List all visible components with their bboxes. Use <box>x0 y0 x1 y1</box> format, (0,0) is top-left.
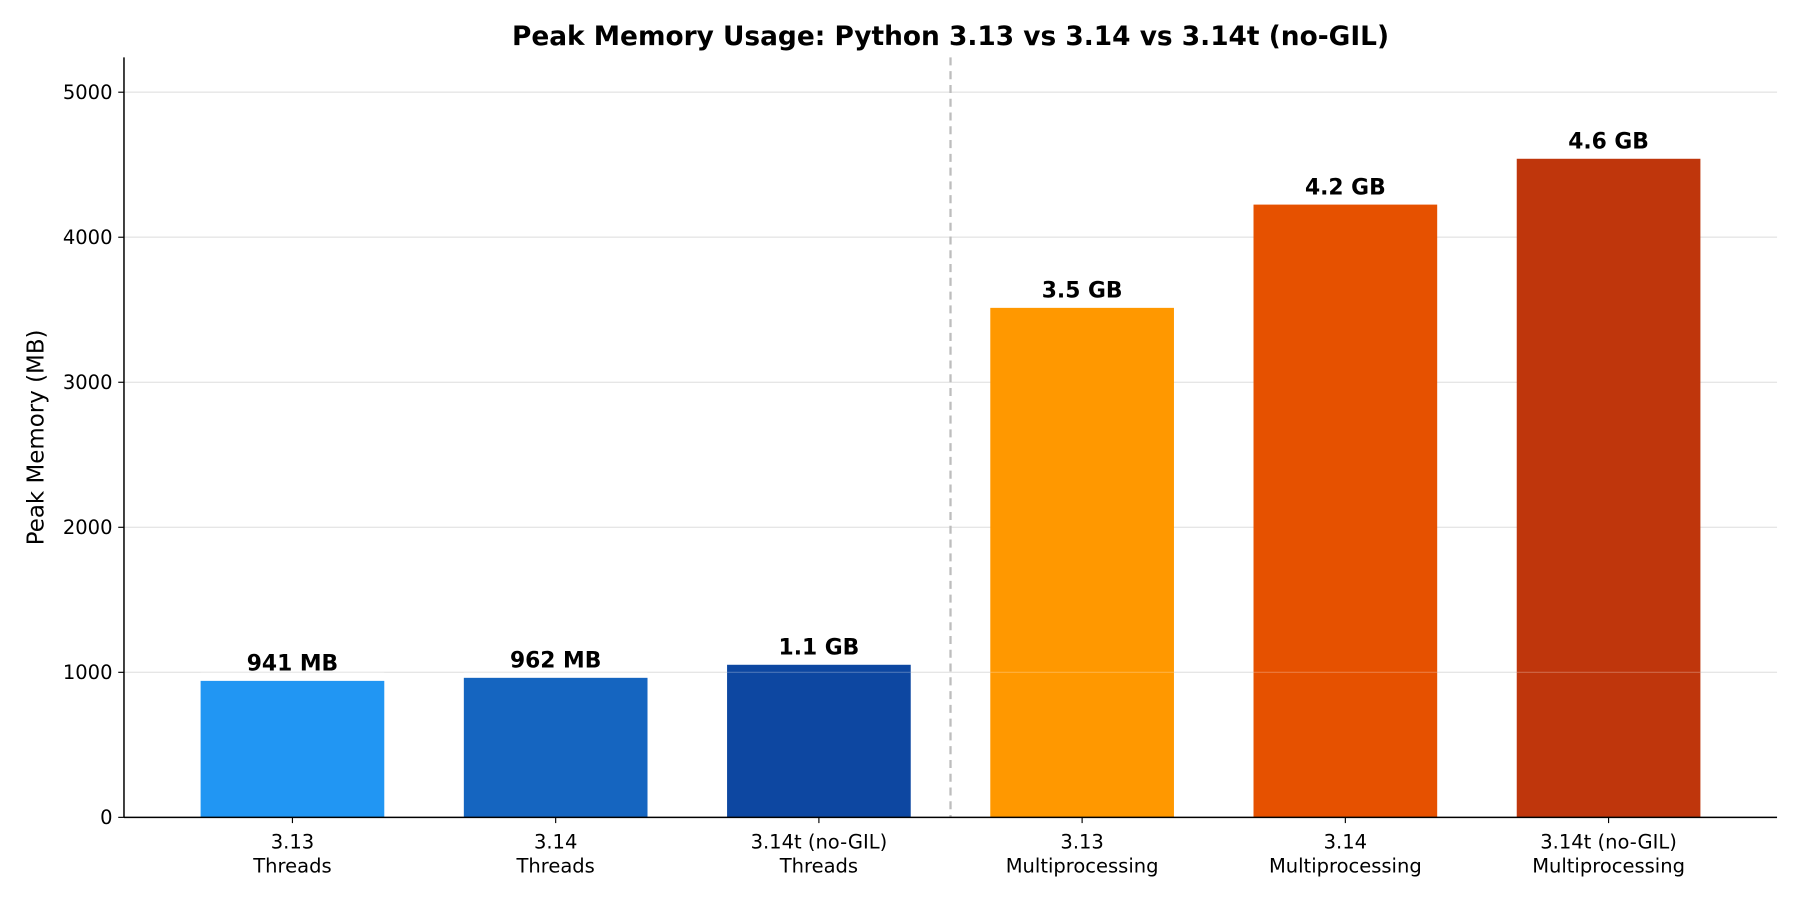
bar <box>990 307 1174 818</box>
x-tick-label: Multiprocessing <box>1532 854 1685 877</box>
x-tick-label: 3.14t (no-GIL) <box>1540 830 1677 853</box>
x-tick-label: Threads <box>779 854 858 877</box>
y-tick-label: 0 <box>100 806 112 829</box>
x-tick-label: Multiprocessing <box>1269 854 1422 877</box>
y-tick-label: 4000 <box>63 226 113 249</box>
data-label: 4.2 GB <box>1305 175 1386 200</box>
x-tick-label: 3.13 <box>271 830 314 853</box>
bar <box>463 677 648 818</box>
x-tick-label: 3.14t (no-GIL) <box>751 830 888 853</box>
data-label: 962 MB <box>510 648 601 673</box>
bar <box>727 664 911 818</box>
x-tick-label: 3.14 <box>534 830 577 853</box>
chart-title: Peak Memory Usage: Python 3.13 vs 3.14 v… <box>512 21 1389 52</box>
bar <box>1253 204 1438 818</box>
x-tick-label: Threads <box>515 854 594 877</box>
y-tick-label: 3000 <box>63 371 113 394</box>
bar <box>200 680 385 818</box>
x-tick-label: 3.14 <box>1324 830 1367 853</box>
data-label: 941 MB <box>247 652 338 677</box>
bar <box>1516 158 1701 818</box>
x-tick-label: Threads <box>252 854 331 877</box>
data-label: 1.1 GB <box>779 635 860 660</box>
y-tick-label: 1000 <box>63 661 113 684</box>
y-tick-label: 5000 <box>63 81 113 104</box>
x-tick-label: 3.13 <box>1060 830 1103 853</box>
y-tick-label: 2000 <box>63 516 113 539</box>
data-label: 4.6 GB <box>1568 129 1649 154</box>
y-axis-label: Peak Memory (MB) <box>24 329 50 545</box>
x-tick-label: Multiprocessing <box>1006 854 1159 877</box>
data-label: 3.5 GB <box>1042 279 1123 304</box>
